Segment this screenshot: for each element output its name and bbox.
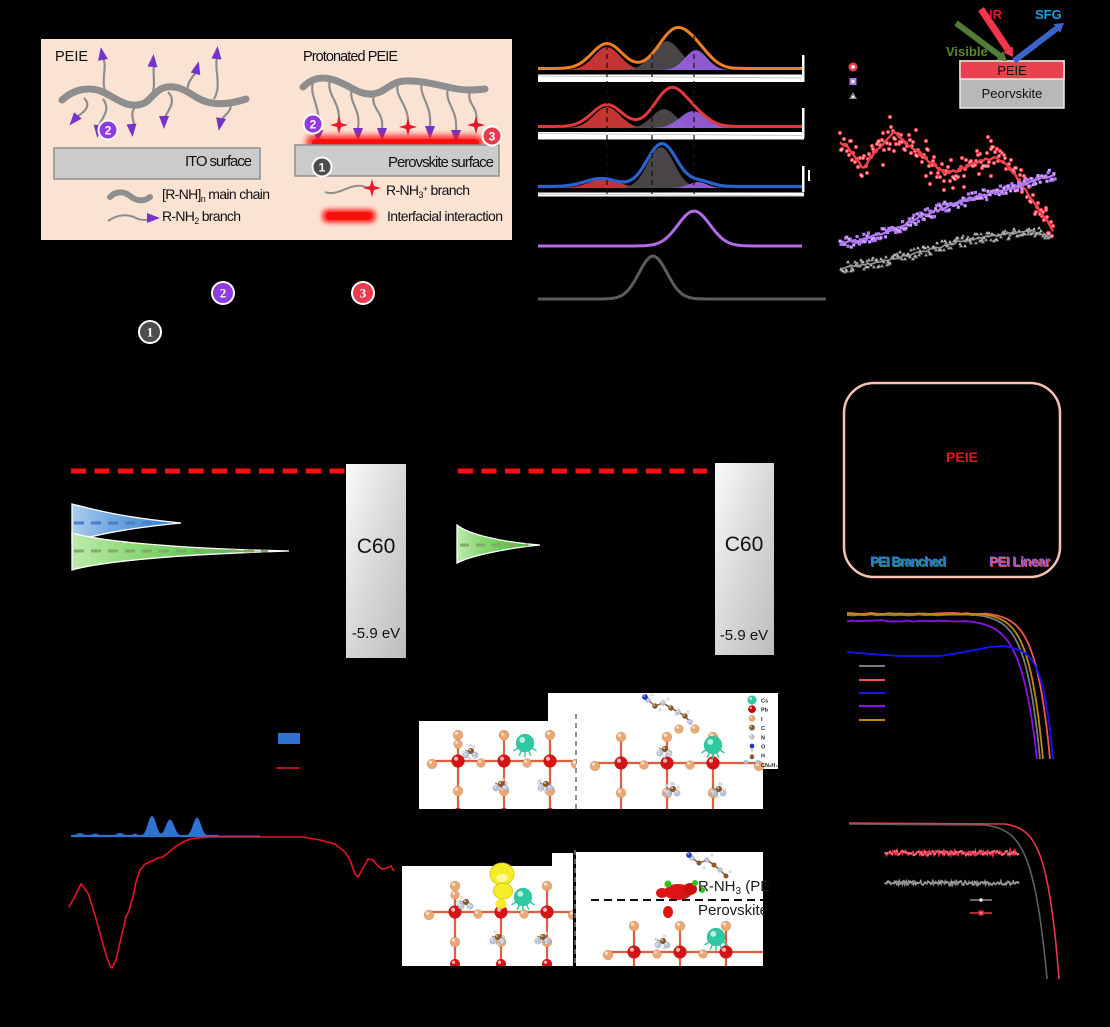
svg-text:R-NH2 branch: R-NH2 branch [162, 208, 241, 226]
svg-text:PEIE: PEIE [55, 49, 88, 65]
svg-text:R-NH3 (PE: R-NH3 (PE [698, 878, 770, 897]
svg-text:3: 3 [360, 286, 367, 301]
svg-text:C: C [761, 726, 765, 732]
svg-text:N: N [761, 735, 765, 741]
svg-text:Visible: Visible [946, 44, 988, 59]
svg-text:-5.9 eV: -5.9 eV [720, 627, 768, 644]
svg-text:IR: IR [989, 7, 1003, 22]
svg-text:PEIE: PEIE [997, 63, 1027, 78]
svg-text:Cs: Cs [761, 699, 768, 705]
svg-text:-5.9 eV: -5.9 eV [352, 625, 400, 642]
svg-text:1: 1 [147, 325, 154, 340]
svg-text:Perovskite surface: Perovskite surface [388, 154, 494, 171]
svg-text:PEI Branched: PEI Branched [871, 555, 947, 570]
svg-text:Pb: Pb [761, 708, 769, 714]
svg-text:SFG: SFG [1035, 7, 1062, 22]
svg-text:2: 2 [310, 117, 317, 131]
svg-text:R-NH3+ branch: R-NH3+ branch [386, 182, 470, 200]
svg-text:Interfacial interaction: Interfacial interaction [387, 208, 503, 224]
svg-text:O: O [761, 745, 766, 751]
svg-text:2: 2 [220, 286, 227, 301]
svg-text:PEI Branched: PEI Branched [870, 554, 946, 569]
svg-text:Peorvskite: Peorvskite [982, 86, 1043, 101]
svg-text:ITO surface: ITO surface [185, 153, 252, 170]
svg-text:CN₂H₄: CN₂H₄ [761, 763, 778, 769]
svg-text:PEI Linear: PEI Linear [989, 554, 1051, 569]
svg-text:PEIE: PEIE [946, 449, 978, 465]
svg-text:I: I [761, 717, 763, 723]
svg-text:[R-NH]n main chain: [R-NH]n main chain [162, 186, 270, 204]
svg-text:H: H [761, 754, 765, 760]
svg-text:PEI Linear: PEI Linear [990, 555, 1052, 570]
svg-text:1: 1 [319, 160, 326, 174]
svg-text:Protonated PEIE: Protonated PEIE [303, 49, 398, 65]
svg-text:3: 3 [489, 129, 496, 143]
svg-text:2: 2 [105, 123, 112, 137]
svg-text:C60: C60 [357, 535, 396, 558]
svg-text:C60: C60 [725, 533, 764, 556]
svg-text:Perovskite: Perovskite [698, 902, 768, 919]
